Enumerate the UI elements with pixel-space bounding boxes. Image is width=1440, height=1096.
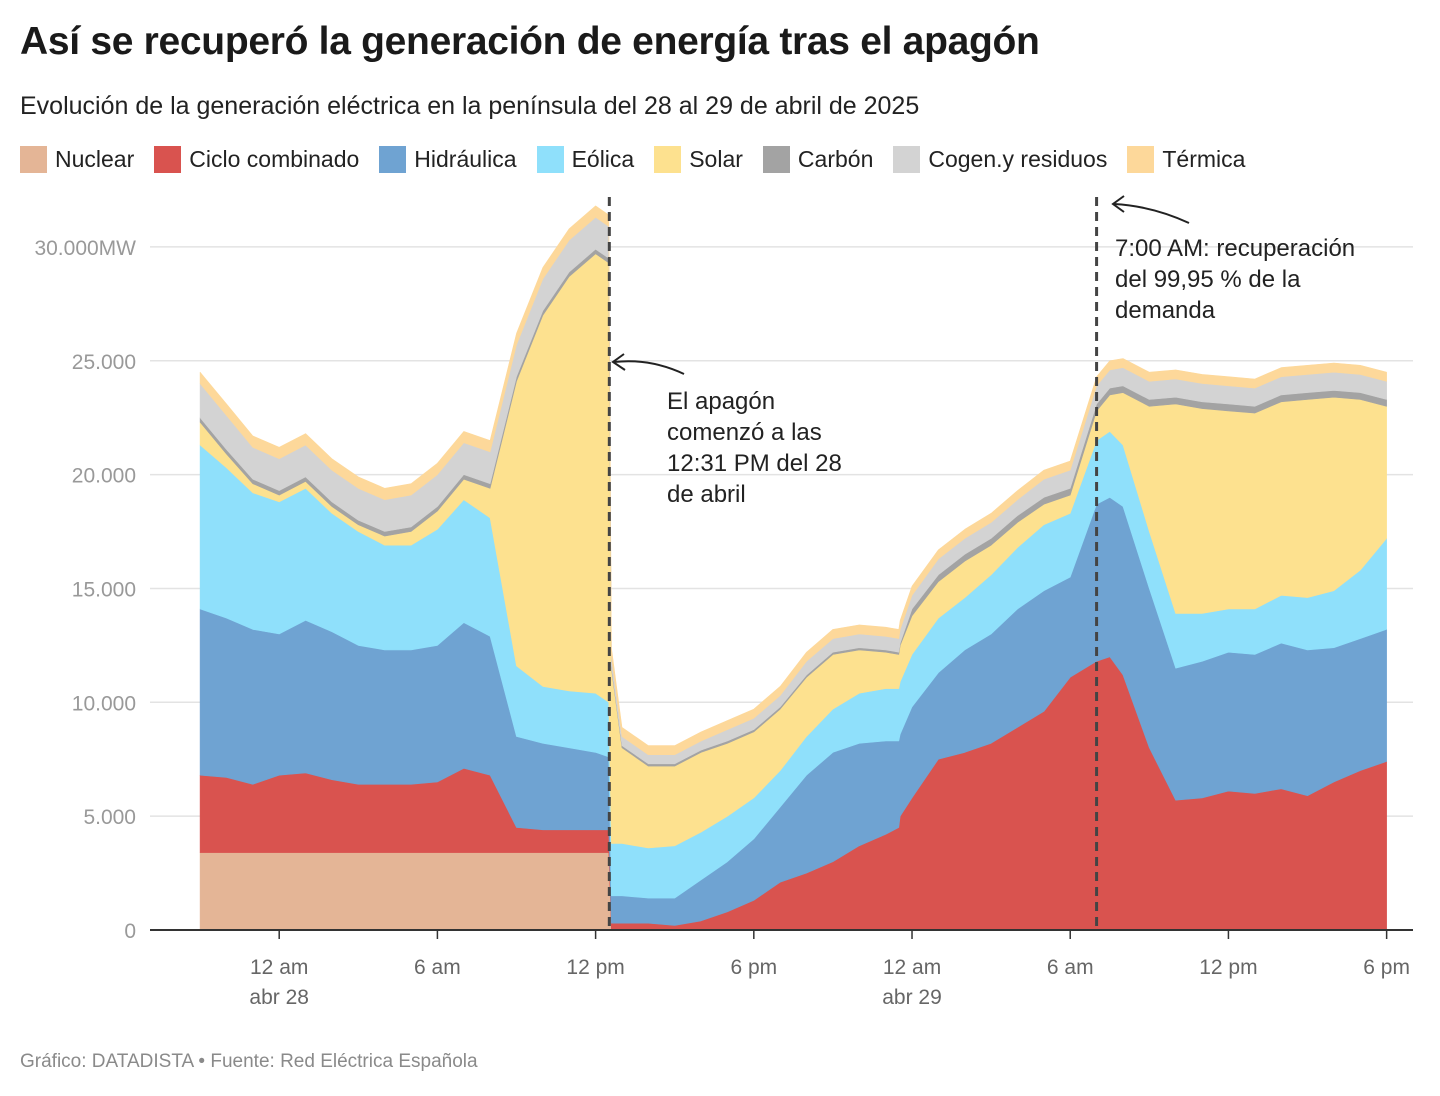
- annotation-arrowhead-2: [1111, 195, 1125, 213]
- legend-label-cogen-residuos: Cogen.y residuos: [928, 146, 1108, 172]
- annotation-text-recuperacion: 7:00 AM: recuperación: [1115, 235, 1355, 262]
- annotation-text-recuperacion: del 99,95 % de la: [1115, 266, 1301, 293]
- chart-title: Así se recuperó la generación de energía…: [20, 20, 1040, 63]
- legend-label-eolica: Eólica: [571, 146, 635, 172]
- x-tick-label: 6 pm: [1363, 956, 1410, 979]
- legend-swatch-eolica: [536, 146, 564, 173]
- legend-swatch-hidraulica: [379, 146, 407, 173]
- y-tick-label: 15.000: [72, 578, 136, 601]
- legend-item-hidraulica[interactable]: Hidráulica: [379, 146, 517, 173]
- legend-label-hidraulica: Hidráulica: [414, 146, 517, 172]
- legend-label-termica: Térmica: [1162, 146, 1246, 172]
- x-tick-label: 12 am: [883, 956, 941, 979]
- annotation-text-apagon: El apagón: [667, 388, 775, 415]
- legend: Nuclear Ciclo combinado Hidráulica Eólic…: [20, 146, 1265, 173]
- area-termica: [199, 205, 1387, 755]
- legend-label-nuclear: Nuclear: [55, 146, 135, 172]
- source-note: Gráfico: DATADISTA • Fuente: Red Eléctri…: [20, 1051, 478, 1072]
- chart-subtitle: Evolución de la generación eléctrica en …: [20, 92, 920, 120]
- annotation-text-recuperacion: demanda: [1115, 297, 1216, 324]
- annotation-arrow-2: [1113, 203, 1190, 224]
- legend-swatch-carbon: [762, 146, 790, 173]
- x-tick-label: 6 am: [1047, 956, 1094, 979]
- y-tick-label: 30.000MW: [34, 237, 136, 260]
- x-tick-sublabel: abr 28: [249, 986, 309, 1009]
- legend-item-termica[interactable]: Térmica: [1127, 146, 1245, 173]
- legend-swatch-cogen-residuos: [893, 146, 921, 173]
- y-tick-label: 10.000: [72, 692, 136, 715]
- legend-swatch-termica: [1127, 146, 1155, 173]
- x-tick-sublabel: abr 29: [882, 986, 942, 1009]
- annotation-arrowhead-1: [611, 353, 626, 371]
- legend-swatch-ciclo-combinado: [154, 146, 182, 173]
- y-tick-label: 20.000: [72, 465, 136, 488]
- legend-item-ciclo-combinado[interactable]: Ciclo combinado: [154, 146, 359, 173]
- legend-item-cogen-residuos[interactable]: Cogen.y residuos: [893, 146, 1107, 173]
- y-tick-label: 5.000: [83, 806, 136, 829]
- annotation-text-apagon: comenzó a las: [667, 419, 822, 446]
- legend-label-solar: Solar: [689, 146, 743, 172]
- annotation-text-apagon: 12:31 PM del 28: [667, 450, 842, 477]
- legend-item-nuclear[interactable]: Nuclear: [20, 146, 134, 173]
- x-tick-label: 12 pm: [1199, 956, 1257, 979]
- annotation-text-apagon: de abril: [667, 481, 746, 508]
- legend-item-solar[interactable]: Solar: [654, 146, 743, 173]
- legend-swatch-nuclear: [20, 146, 47, 173]
- annotation-arrow-1: [613, 360, 685, 375]
- legend-label-carbon: Carbón: [797, 146, 874, 172]
- y-tick-label: 0: [124, 920, 136, 943]
- y-tick-label: 25.000: [72, 351, 136, 374]
- x-tick-label: 6 pm: [730, 956, 777, 979]
- legend-swatch-solar: [654, 146, 682, 173]
- x-tick-label: 12 am: [250, 956, 308, 979]
- legend-item-eolica[interactable]: Eólica: [536, 146, 635, 173]
- x-tick-label: 6 am: [414, 956, 461, 979]
- legend-item-carbon[interactable]: Carbón: [762, 146, 874, 173]
- x-tick-label: 12 pm: [566, 956, 624, 979]
- legend-label-ciclo-combinado: Ciclo combinado: [189, 146, 360, 172]
